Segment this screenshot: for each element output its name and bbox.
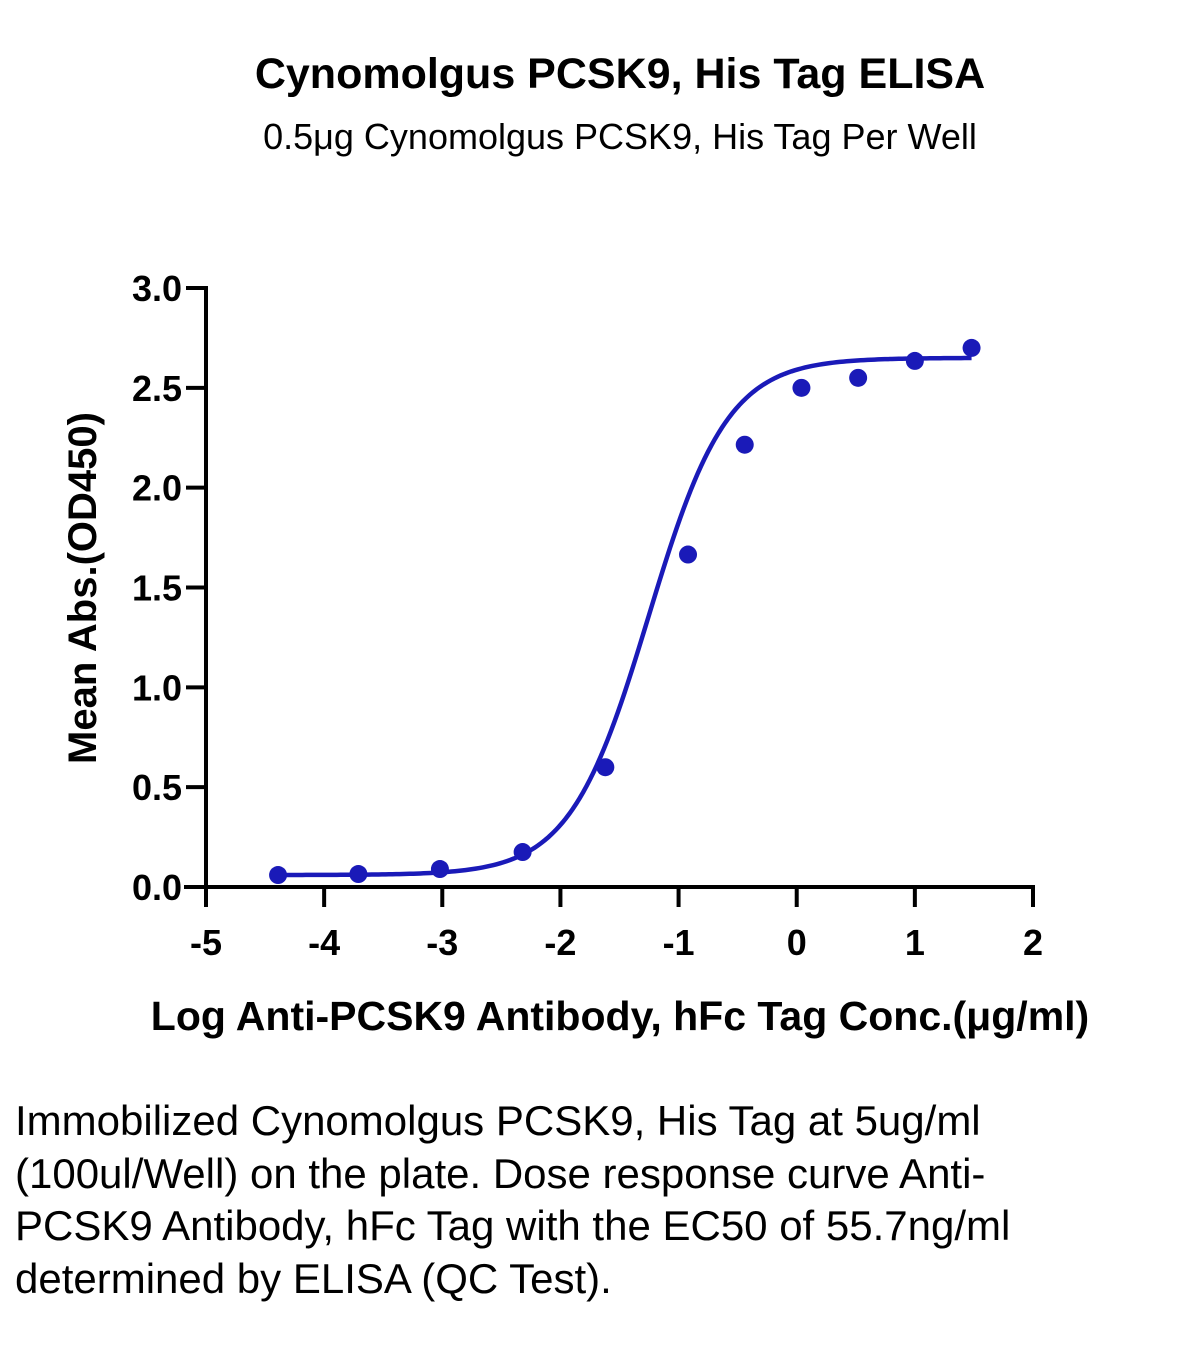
x-tick-label: -3 (426, 922, 458, 963)
y-axis: 0.0 0.5 1.0 1.5 2.0 2.5 3.0 (132, 268, 208, 908)
data-point (596, 758, 615, 777)
chart-subtitle: 0.5μg Cynomolgus PCSK9, His Tag Per Well (263, 116, 977, 157)
data-point (962, 338, 981, 357)
y-tick-label: 3.0 (132, 268, 182, 309)
x-axis-label: Log Anti-PCSK9 Antibody, hFc Tag Conc.(μ… (151, 993, 1089, 1039)
data-points-layer (269, 338, 981, 885)
fit-curve (278, 355, 972, 878)
data-point (905, 351, 924, 370)
y-tick-label: 0.5 (132, 767, 182, 808)
x-axis: -5 -4 -3 -2 -1 0 1 2 (184, 885, 1043, 963)
x-tick-label: 1 (905, 922, 925, 963)
y-tick-label: 2.5 (132, 368, 182, 409)
fit-curve-layer (278, 355, 972, 878)
data-point (269, 866, 288, 885)
x-tick-label: -2 (544, 922, 576, 963)
figure-caption: Immobilized Cynomolgus PCSK9, His Tag at… (15, 1097, 1011, 1302)
data-point (679, 545, 698, 564)
x-tick-label: -5 (190, 922, 222, 963)
y-tick-label: 2.0 (132, 468, 182, 509)
y-tick-label: 0.0 (132, 867, 182, 908)
x-tick-label: 0 (787, 922, 807, 963)
y-tick-label: 1.5 (132, 568, 182, 609)
data-point (792, 378, 811, 397)
chart-title: Cynomolgus PCSK9, His Tag ELISA (254, 50, 986, 98)
data-point (430, 860, 449, 879)
data-point (513, 843, 532, 862)
y-axis-label: Mean Abs.(OD450) (61, 412, 105, 764)
data-point (849, 368, 868, 387)
x-tick-label: 2 (1023, 922, 1043, 963)
x-tick-label: -1 (663, 922, 695, 963)
y-tick-label: 1.0 (132, 667, 182, 708)
data-point (349, 865, 368, 884)
data-point (735, 435, 754, 454)
elisa-chart: 0.0 0.5 1.0 1.5 2.0 2.5 3.0 -5 -4 -3 -2 -1 0 1 2 Mean… (61, 268, 1089, 1039)
x-tick-label: -4 (308, 922, 340, 963)
